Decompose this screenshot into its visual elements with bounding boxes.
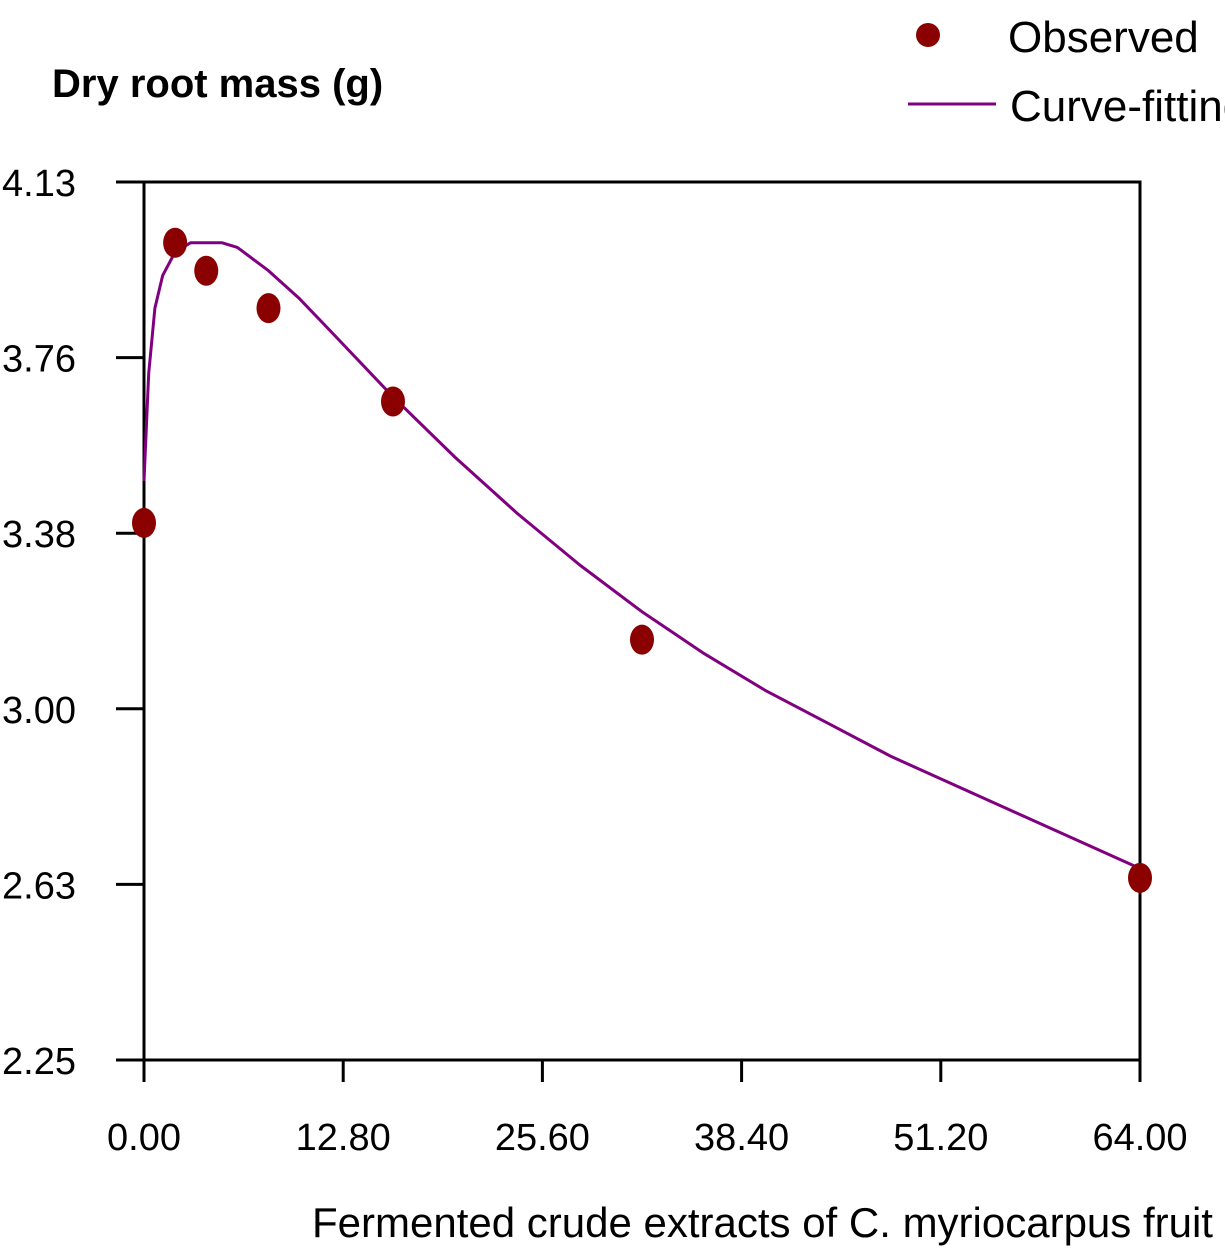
- legend: Observed Curve-fitting: [908, 13, 1225, 131]
- y-tick-label: 2.25: [2, 1041, 76, 1083]
- x-tick-label: 0.00: [107, 1117, 181, 1159]
- points-layer: [132, 227, 1152, 893]
- x-axis-label: Fermented crude extracts of C. myriocarp…: [312, 1199, 1225, 1246]
- y-tick-label: 3.38: [2, 514, 76, 556]
- observed-point: [163, 227, 188, 258]
- x-tick-label: 51.20: [893, 1117, 988, 1159]
- x-tick-label: 64.00: [1092, 1117, 1187, 1159]
- y-tick-label: 3.00: [2, 690, 76, 732]
- curve-layer: [142, 241, 1141, 870]
- plot-frame: [142, 180, 1142, 1062]
- legend-observed-label: Observed: [1008, 13, 1199, 62]
- observed-point: [256, 293, 281, 324]
- observed-point: [194, 255, 219, 286]
- observed-point: [1128, 862, 1152, 893]
- observed-point: [381, 386, 405, 417]
- x-tick-label: 12.80: [296, 1117, 391, 1159]
- curve-fitting-line: [142, 241, 1141, 870]
- observed-point: [630, 624, 654, 655]
- legend-curve-fitting-label: Curve-fitting: [1010, 82, 1225, 131]
- y-tick-label: 3.76: [2, 339, 76, 381]
- legend-observed-marker: [916, 23, 940, 47]
- y-axis-label: Dry root mass (g): [52, 62, 383, 106]
- y-tick-label: 4.13: [2, 163, 76, 205]
- x-tick-label: 38.40: [694, 1117, 789, 1159]
- x-tick-label: 25.60: [495, 1117, 590, 1159]
- observed-point: [132, 507, 156, 538]
- axes: 2.25 2.63 3.00 3.38 3.76 4.13 0.00 12.80 25.60 38…: [2, 163, 1188, 1159]
- y-tick-label: 2.63: [2, 865, 76, 907]
